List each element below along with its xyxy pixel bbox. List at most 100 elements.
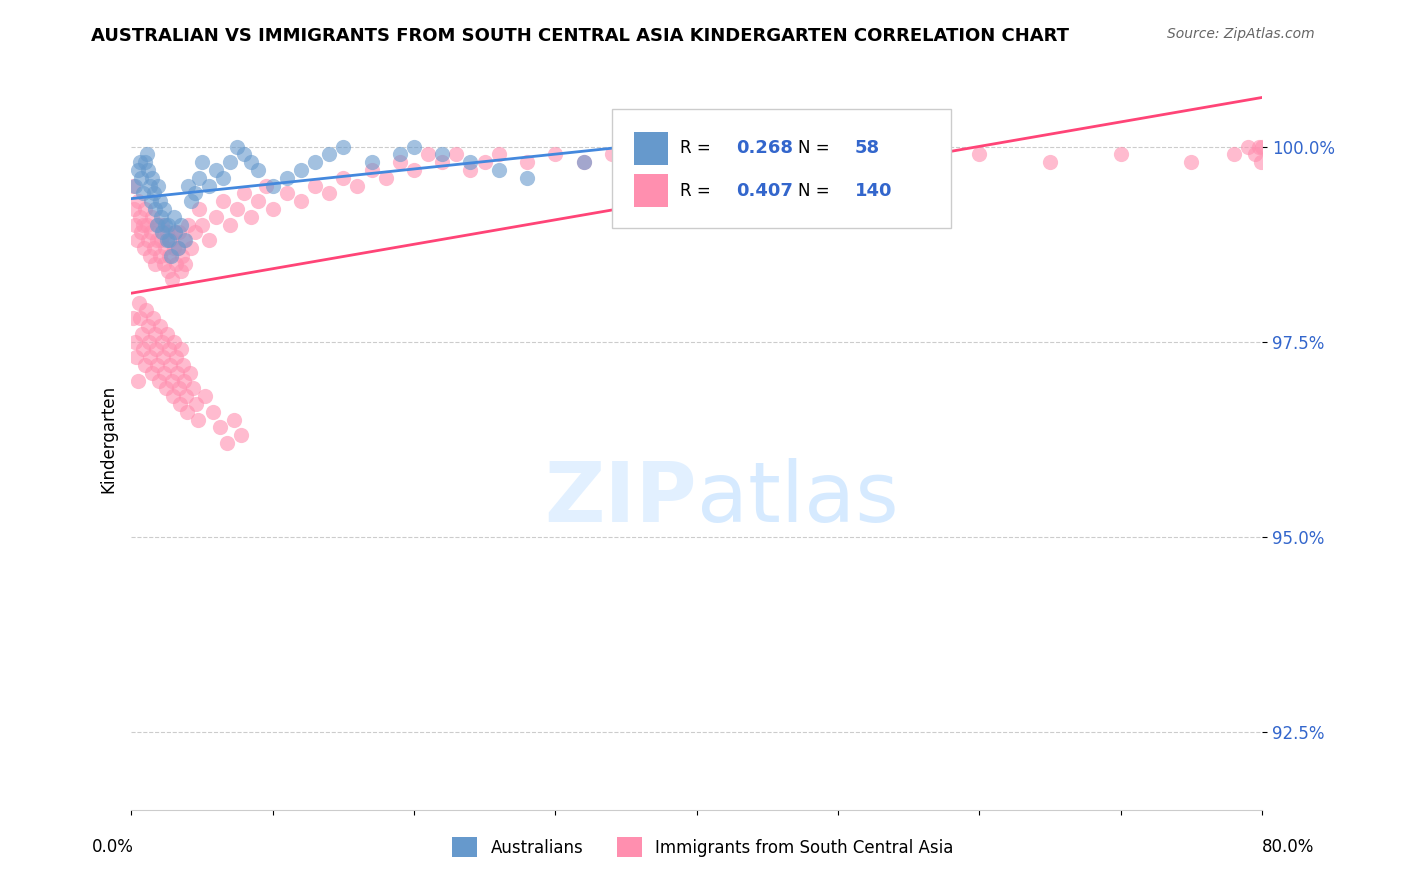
- Point: [142, 311, 165, 326]
- Point: [128, 210, 150, 224]
- Point: [155, 225, 177, 239]
- Point: [219, 155, 242, 169]
- Point: [194, 389, 217, 403]
- Point: [149, 318, 172, 333]
- Text: 140: 140: [855, 182, 893, 200]
- Point: [247, 194, 270, 209]
- Point: [159, 358, 181, 372]
- Point: [162, 272, 184, 286]
- Point: [143, 326, 166, 341]
- Point: [212, 170, 235, 185]
- Point: [134, 155, 156, 169]
- Point: [416, 147, 439, 161]
- Point: [318, 147, 340, 161]
- Point: [897, 147, 920, 161]
- Text: N =: N =: [799, 182, 835, 200]
- Point: [148, 249, 170, 263]
- Point: [136, 163, 159, 178]
- Point: [174, 256, 197, 270]
- Point: [247, 163, 270, 178]
- Point: [374, 170, 396, 185]
- Text: R =: R =: [679, 139, 716, 157]
- FancyBboxPatch shape: [612, 110, 950, 227]
- Point: [174, 233, 197, 247]
- Point: [124, 218, 146, 232]
- Point: [318, 186, 340, 201]
- Point: [159, 233, 181, 247]
- Point: [129, 225, 152, 239]
- Text: AUSTRALIAN VS IMMIGRANTS FROM SOUTH CENTRAL ASIA KINDERGARTEN CORRELATION CHART: AUSTRALIAN VS IMMIGRANTS FROM SOUTH CENT…: [91, 27, 1070, 45]
- Point: [136, 318, 159, 333]
- Point: [198, 233, 221, 247]
- Point: [159, 249, 181, 263]
- Point: [169, 397, 191, 411]
- Point: [132, 241, 155, 255]
- Point: [205, 210, 228, 224]
- Point: [167, 241, 190, 255]
- Point: [163, 334, 186, 349]
- Point: [131, 218, 153, 232]
- Point: [131, 326, 153, 341]
- Text: 80.0%: 80.0%: [1263, 838, 1315, 855]
- Point: [240, 210, 263, 224]
- Point: [136, 233, 159, 247]
- Point: [304, 178, 326, 193]
- Point: [127, 194, 149, 209]
- Point: [262, 178, 284, 193]
- Point: [172, 358, 194, 372]
- Point: [177, 178, 200, 193]
- Bar: [634, 131, 668, 165]
- Point: [1244, 147, 1267, 161]
- Point: [134, 202, 156, 216]
- Point: [388, 155, 411, 169]
- Point: [262, 202, 284, 216]
- Point: [488, 163, 510, 178]
- Text: atlas: atlas: [696, 458, 898, 539]
- Point: [157, 249, 180, 263]
- Point: [139, 194, 162, 209]
- Point: [173, 233, 195, 247]
- Point: [180, 241, 202, 255]
- Point: [488, 147, 510, 161]
- Point: [460, 163, 482, 178]
- Point: [121, 178, 143, 193]
- Point: [153, 218, 176, 232]
- Text: 58: 58: [855, 139, 880, 157]
- Point: [167, 241, 190, 255]
- Point: [402, 163, 425, 178]
- Point: [135, 147, 157, 161]
- Point: [149, 210, 172, 224]
- Point: [180, 194, 202, 209]
- Point: [229, 428, 252, 442]
- Point: [177, 218, 200, 232]
- Point: [148, 194, 170, 209]
- Text: 0.268: 0.268: [737, 139, 793, 157]
- Point: [127, 374, 149, 388]
- Point: [290, 194, 312, 209]
- Point: [166, 256, 188, 270]
- Point: [402, 139, 425, 153]
- Point: [156, 326, 179, 341]
- Point: [1237, 139, 1260, 153]
- Point: [169, 225, 191, 239]
- Point: [969, 147, 991, 161]
- Point: [173, 374, 195, 388]
- Point: [125, 233, 148, 247]
- Point: [148, 374, 170, 388]
- Point: [160, 374, 183, 388]
- Point: [474, 155, 496, 169]
- Point: [1039, 155, 1062, 169]
- Point: [208, 420, 231, 434]
- Point: [657, 147, 679, 161]
- Point: [628, 163, 651, 178]
- Point: [446, 147, 468, 161]
- Point: [304, 155, 326, 169]
- Legend: Australians, Immigrants from South Central Asia: Australians, Immigrants from South Centr…: [444, 829, 962, 866]
- Point: [157, 343, 180, 357]
- Point: [276, 186, 298, 201]
- Point: [163, 241, 186, 255]
- Point: [153, 366, 176, 380]
- Point: [388, 147, 411, 161]
- Point: [346, 178, 368, 193]
- Point: [179, 366, 201, 380]
